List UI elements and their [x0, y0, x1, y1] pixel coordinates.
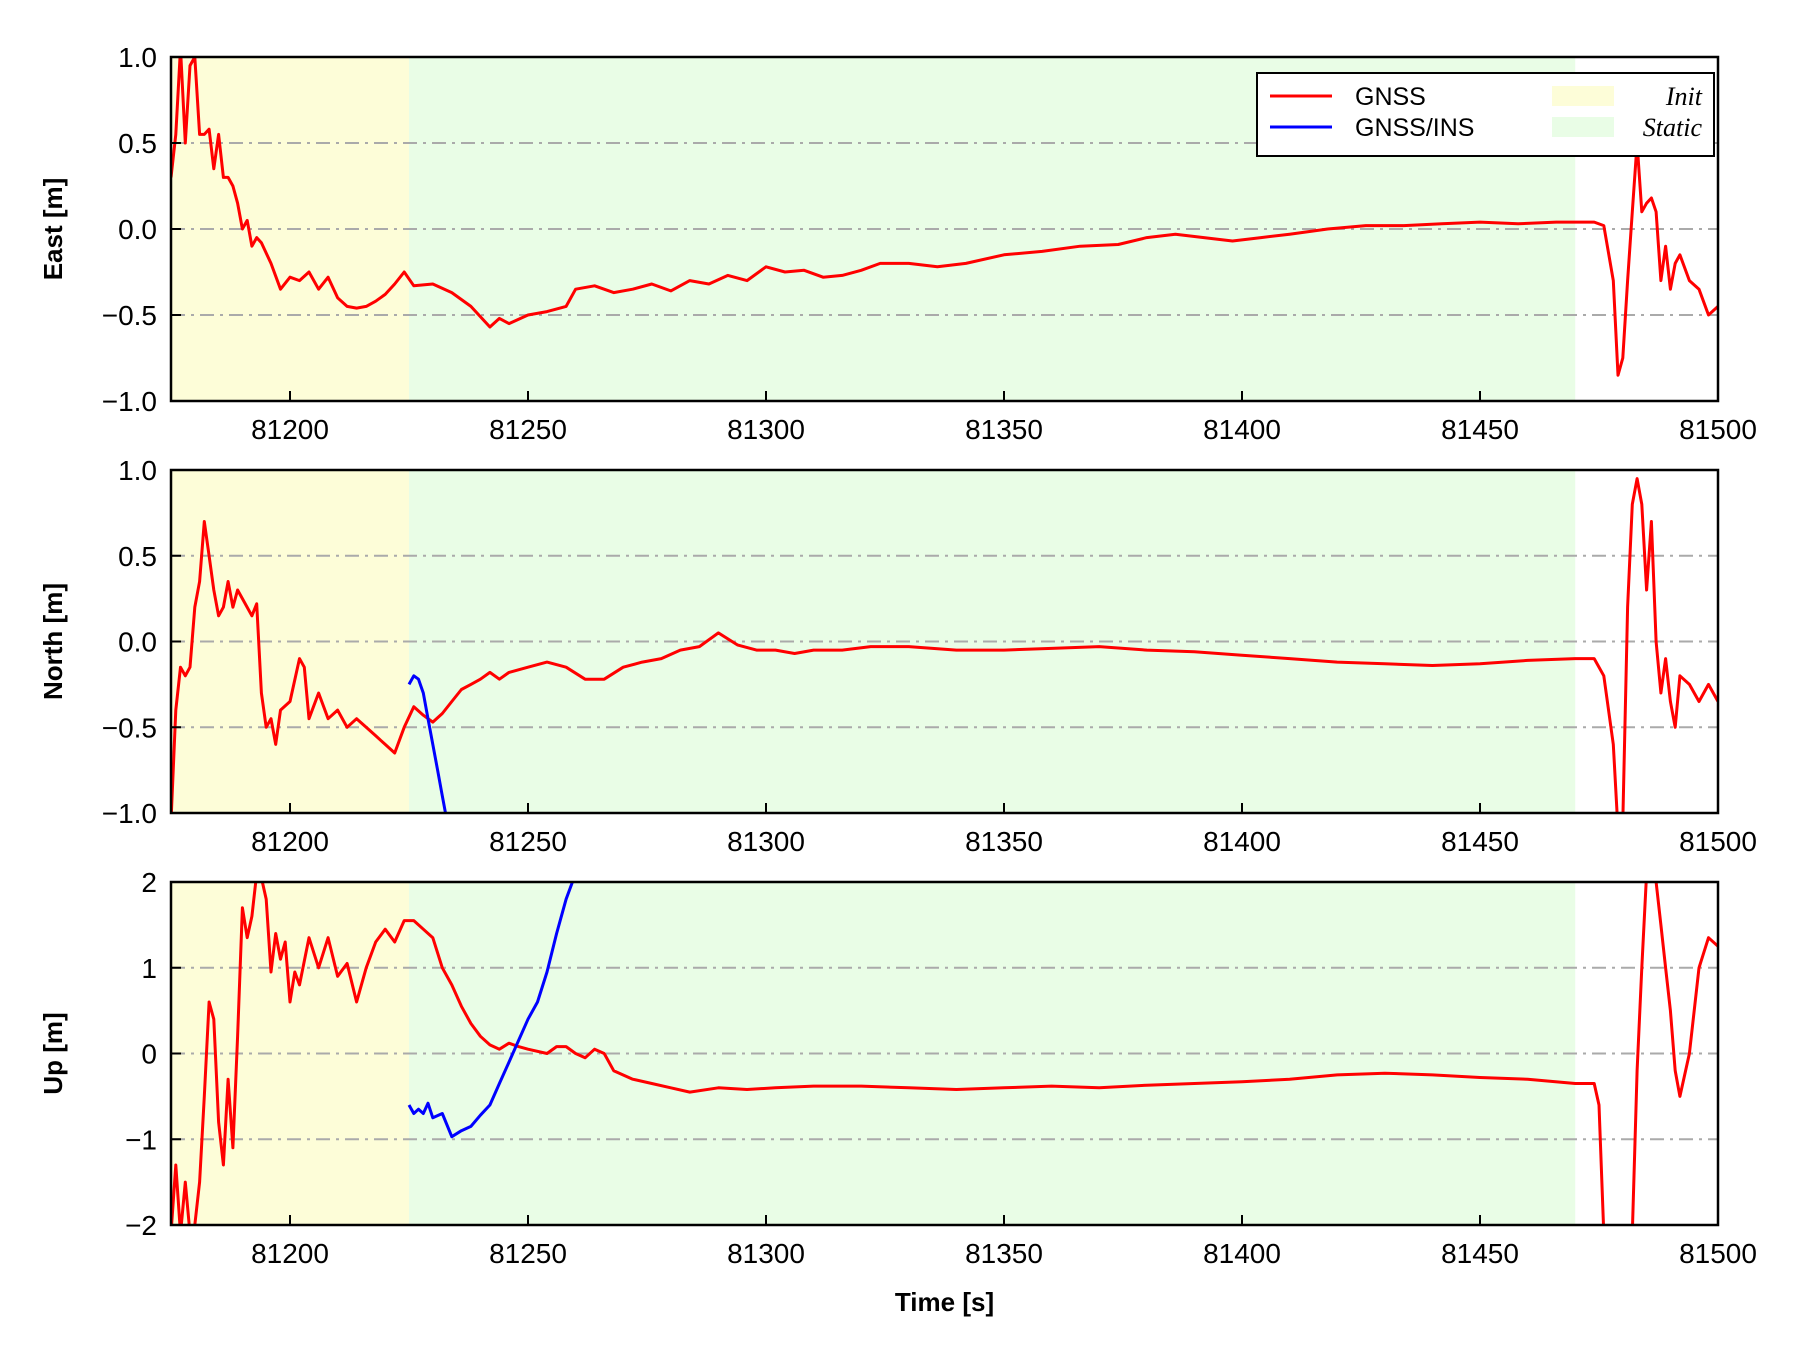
series-line-gnss-ins [407, 674, 448, 813]
y-tick-label: 0.5 [118, 128, 157, 159]
x-tick-label: 81300 [727, 826, 805, 857]
legend-label-gnss: GNSS [1355, 83, 1426, 111]
y-tick-label: −2 [125, 1210, 157, 1241]
x-tick-label: 81400 [1203, 414, 1281, 445]
y-tick-label: 0.0 [118, 214, 157, 245]
x-tick-label: 81350 [965, 1238, 1043, 1269]
y-tick-label: 0 [141, 1039, 157, 1070]
series-line-gnss [171, 882, 1718, 1225]
panel-north: 81200 81250 81300 81350 81400 81450 81500 1.0 0.… [38, 455, 1757, 857]
y-tick-label: 2 [141, 867, 157, 898]
legend-swatch-init [1552, 86, 1614, 106]
legend-swatch-static [1552, 117, 1614, 137]
y-tick-label: 0.0 [118, 627, 157, 658]
x-tick-label: 81400 [1203, 826, 1281, 857]
y-tick-label: −0.5 [102, 712, 157, 743]
series-line-gnss [171, 477, 1718, 813]
y-tick-label: 0.5 [118, 541, 157, 572]
x-tick-label: 81200 [251, 1238, 329, 1269]
x-tick-label: 81400 [1203, 1238, 1281, 1269]
y-tick-label: −1.0 [102, 386, 157, 417]
x-tick-label: 81200 [251, 826, 329, 857]
x-tick-label: 81250 [489, 414, 567, 445]
x-axis-title: Time [s] [895, 1287, 994, 1317]
y-tick-label: −1.0 [102, 798, 157, 829]
y-axis-title: Up [m] [38, 1012, 68, 1094]
y-axis-title: North [m] [38, 583, 68, 700]
legend-label-init: Init [1665, 82, 1703, 111]
x-tick-label: 81350 [965, 414, 1043, 445]
legend-label-static: Static [1643, 113, 1703, 142]
y-tick-label: 1 [141, 953, 157, 984]
x-tick-label: 81500 [1679, 1238, 1757, 1269]
legend-label-gnss-ins: GNSS/INS [1355, 114, 1474, 142]
x-tick-label: 81350 [965, 826, 1043, 857]
panel-up: 81200 81250 81300 81350 81400 81450 81500 2 1 0 −1… [38, 867, 1757, 1317]
y-tick-label: 1.0 [118, 42, 157, 73]
y-axis-title: East [m] [38, 178, 68, 281]
x-tick-label: 81250 [489, 1238, 567, 1269]
x-tick-label: 81300 [727, 414, 805, 445]
series-line-gnss [171, 57, 1718, 377]
x-tick-label: 81500 [1679, 414, 1757, 445]
x-tick-label: 81450 [1441, 414, 1519, 445]
y-tick-label: −1 [125, 1124, 157, 1155]
x-tick-label: 81500 [1679, 826, 1757, 857]
series-line-gnss-ins [407, 882, 575, 1139]
legend-box [1256, 72, 1715, 157]
x-tick-label: 81450 [1441, 826, 1519, 857]
panel-east: 81200 81250 81300 81350 81400 81450 81500 1.0 0.… [38, 42, 1757, 445]
x-tick-label: 81450 [1441, 1238, 1519, 1269]
y-tick-label: 1.0 [118, 455, 157, 486]
y-tick-label: −0.5 [102, 300, 157, 331]
x-tick-label: 81300 [727, 1238, 805, 1269]
x-tick-label: 81200 [251, 414, 329, 445]
x-tick-label: 81250 [489, 826, 567, 857]
